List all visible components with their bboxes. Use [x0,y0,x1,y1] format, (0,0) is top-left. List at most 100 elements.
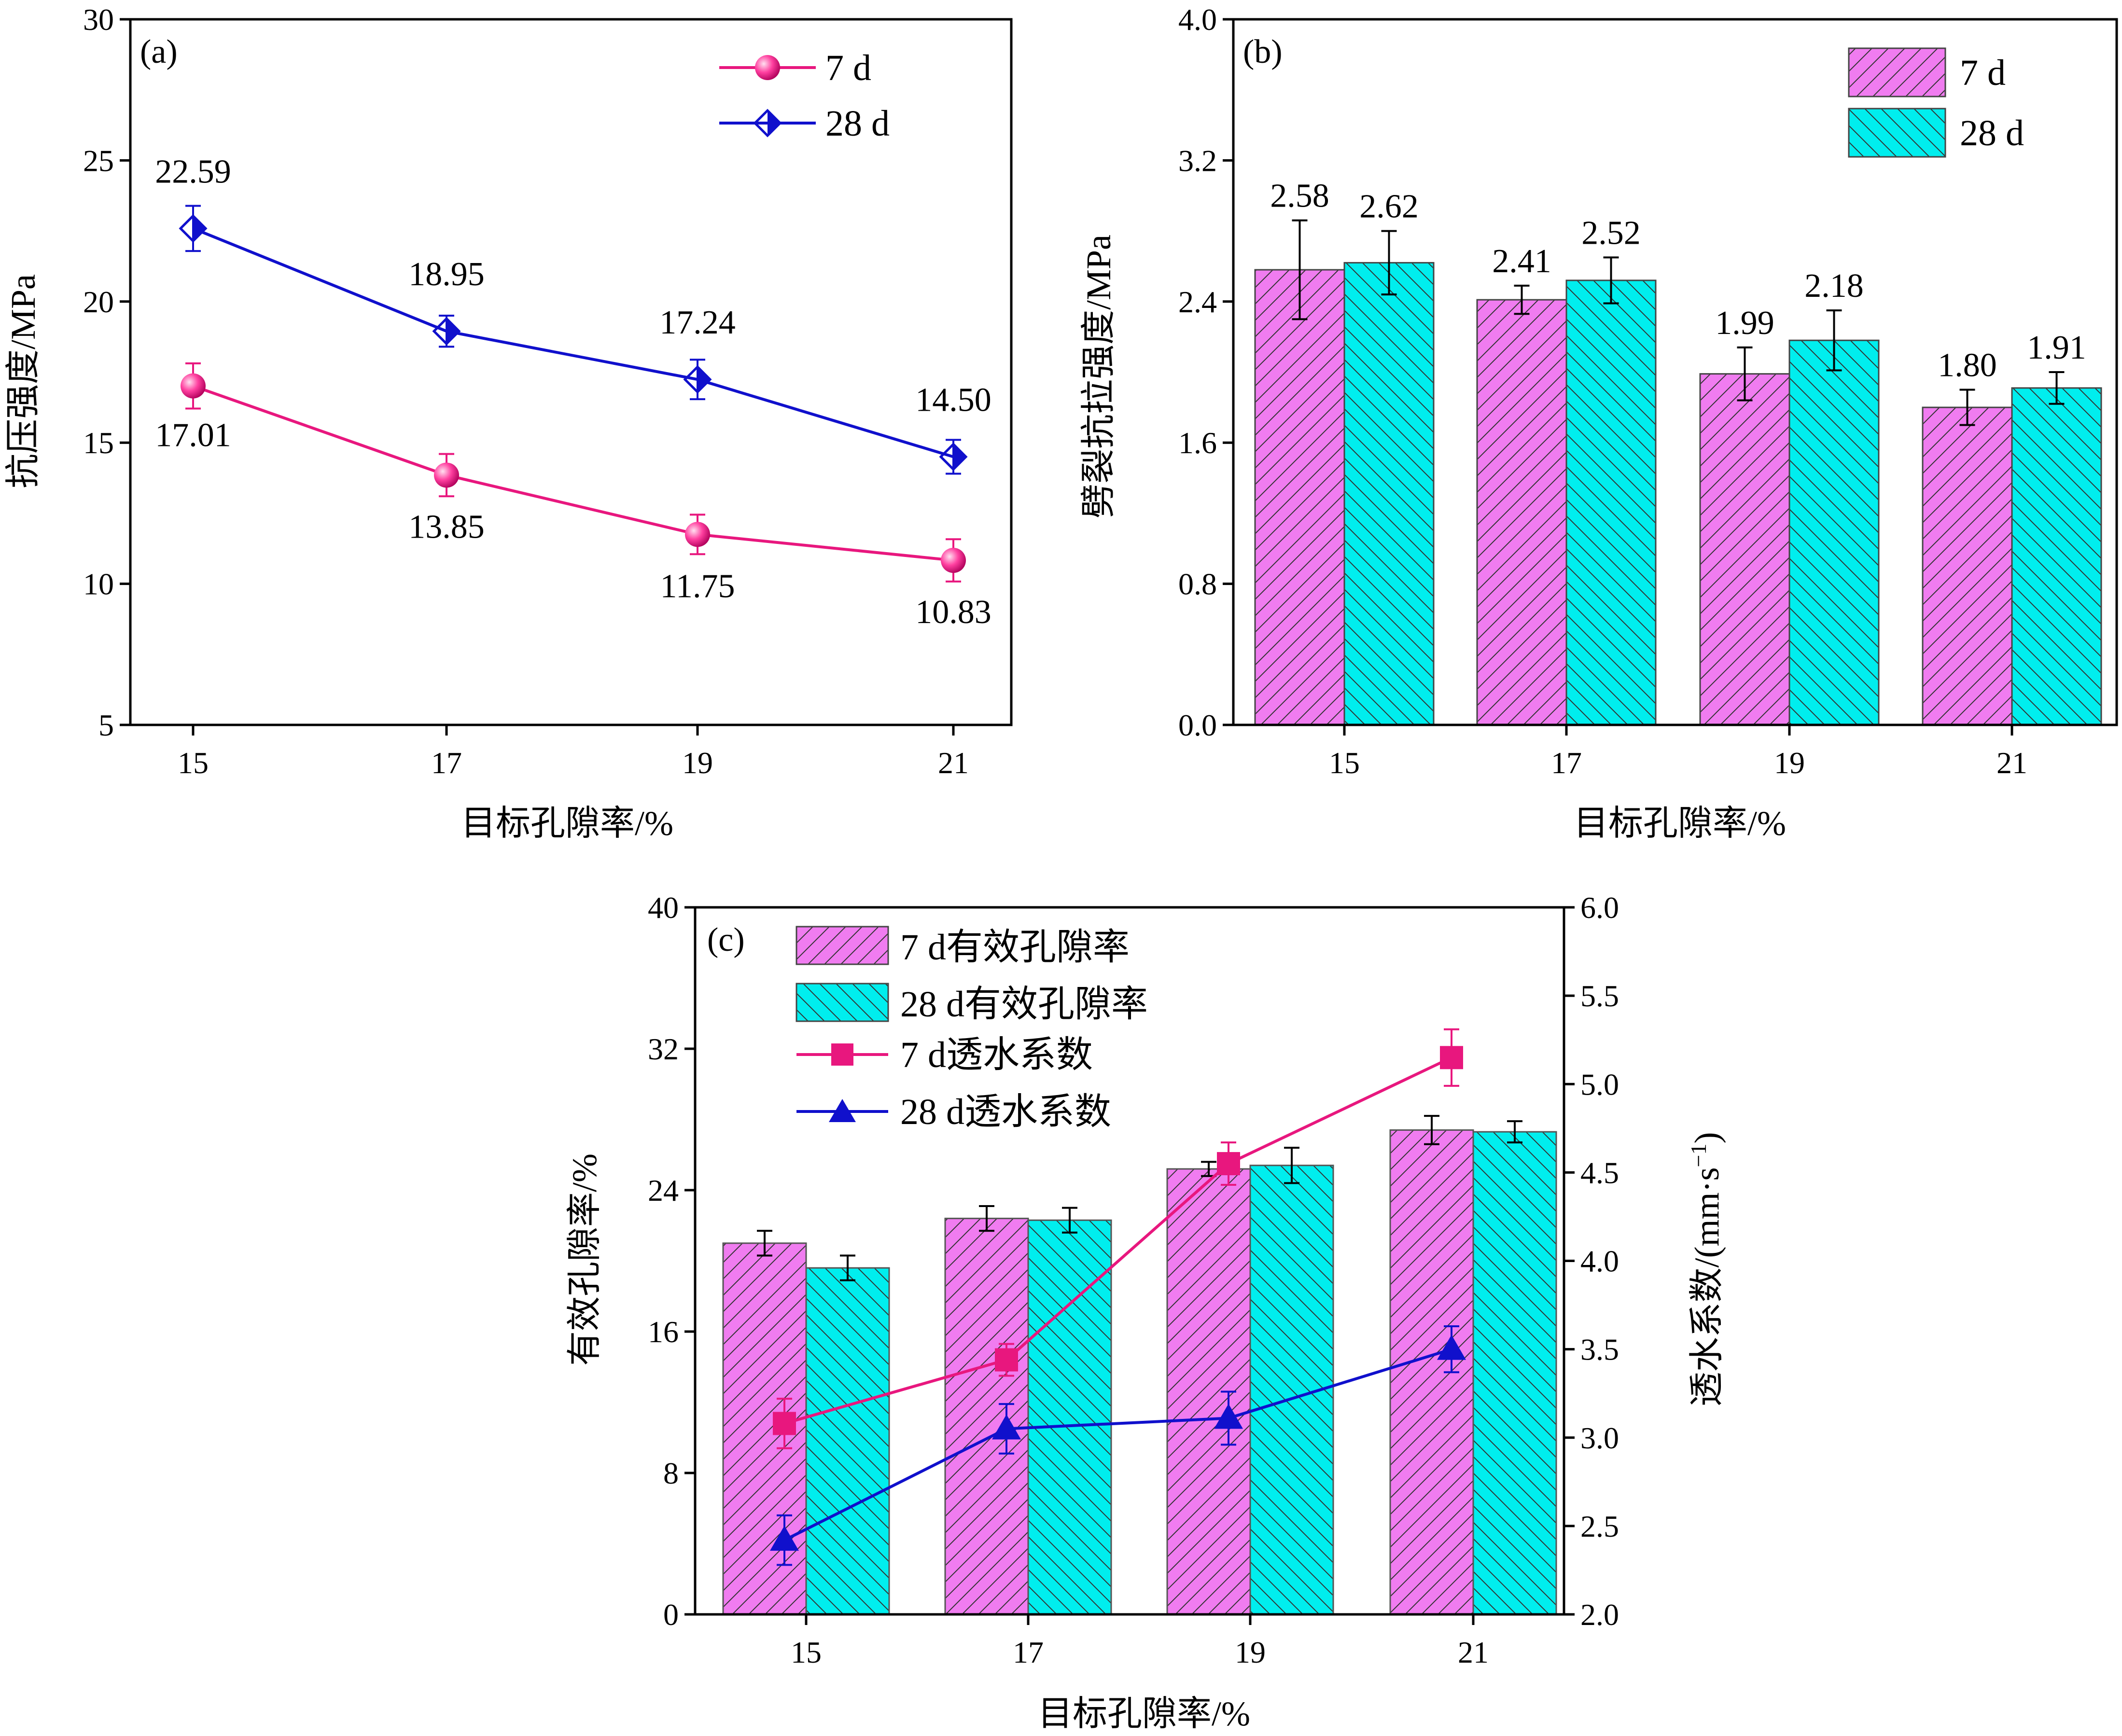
data-point [995,1348,1018,1372]
data-label: 2.62 [1359,188,1419,225]
x-axis-title-a: 目标孔隙率/% [461,804,673,843]
legend-label-28d-porosity: 28 d有效孔隙率 [900,984,1148,1025]
x-axis-c-tick-label: 15 [791,1635,822,1669]
x-axis-a-tick-label: 19 [682,746,713,780]
data-label: 2.58 [1270,178,1329,215]
legend-label-28d-permeability: 28 d透水系数 [900,1092,1111,1132]
legend-b: 7 d 28 d [1848,47,2024,158]
data-point [432,317,461,346]
data-label: 2.18 [1804,267,1864,305]
legend-label-28d: 28 d [825,103,890,144]
panel-label-a: (a) [140,33,178,70]
data-point-outline [683,365,712,394]
data-label: 2.52 [1581,214,1641,251]
data-point-outline [432,317,461,346]
y2-axis-c-tick-label: 4.0 [1580,1244,1619,1278]
y-axis-title-c: 有效孔隙率/% [565,1153,604,1366]
series-line-0 [784,1056,1452,1425]
legend-label-7d-b: 7 d [1960,53,2006,93]
legend-swatch-7d-porosity [796,926,889,965]
series-line-1 [192,227,954,458]
bar [1922,406,2013,726]
legend-label-7d-permeability: 7 d透水系数 [900,1035,1093,1075]
chart-b: (b) 劈裂抗拉强度/MPa 目标孔隙率/% 7 d 28 d 0.0 0.8 1.… [1079,2,2118,843]
bar [1343,262,1435,726]
data-point [941,548,966,573]
y2-axis-c-tick-label: 5.5 [1580,979,1619,1013]
y-axis-c-tick-label: 8 [663,1456,679,1490]
data-point-fill [698,367,710,392]
data-label: 17.01 [155,417,231,454]
plot-frame [1232,18,2118,726]
y2-axis-c-tick-label: 2.5 [1580,1509,1619,1543]
x-axis-b-tick-label: 15 [1329,746,1360,780]
y-axis-a-tick-label: 30 [83,2,114,37]
data-label: 1.91 [2027,329,2086,366]
data-point [1217,1152,1240,1176]
data-label: 22.59 [155,153,231,190]
chart-c: (c) 有效孔隙率/% 透水系数/(mm·s−1) 目标孔隙率/% 7 d有效孔… [565,890,1726,1733]
x-axis-c-tick-label: 19 [1235,1635,1266,1669]
series-line-1 [783,1347,1452,1542]
y-axis-title-b: 劈裂抗拉强度/MPa [1079,235,1118,518]
data-point [1440,1046,1463,1069]
y2-axis-title-c: 透水系数/(mm·s−1) [1686,1132,1726,1407]
y2-axis-c-tick-label: 3.5 [1580,1333,1619,1367]
data-point [992,1414,1021,1440]
data-point [179,214,208,243]
legend-label-7d: 7 d [825,48,871,88]
x-axis-a-tick-label: 17 [431,746,462,780]
y-axis-c-tick-label: 40 [648,890,679,925]
y-axis-c-tick-label: 16 [648,1315,679,1349]
x-axis-b-tick-label: 19 [1774,746,1805,780]
legend-swatch-28d-b [1848,108,1946,158]
bar [1476,299,1567,726]
legend-label-28d-b: 28 d [1960,113,2024,153]
data-label: 10.83 [915,594,991,631]
bar [1254,269,1345,726]
data-label: 18.95 [408,256,485,293]
legend-marker-7d [755,55,780,80]
bar [805,1267,890,1615]
y-axis-a-tick-label: 15 [83,426,114,460]
y2-axis-c-tick-label: 4.5 [1580,1155,1619,1190]
bar [2011,387,2102,726]
data-point-outline [179,214,208,243]
data-label: 17.24 [659,304,736,341]
legend-label-7d-porosity: 7 d有效孔隙率 [900,927,1130,968]
x-axis-c-tick-label: 21 [1458,1635,1489,1669]
data-point [1437,1334,1466,1360]
data-point-fill [193,216,206,241]
y-axis-c-tick-label: 24 [648,1173,679,1208]
data-label: 2.41 [1492,243,1551,280]
y-axis-b-tick-label: 1.6 [1178,426,1217,460]
y-axis-a-tick-label: 5 [98,708,114,742]
bar [1166,1168,1251,1615]
legend-swatch-7d-b [1848,47,1946,97]
y-axis-title-a: 抗压强度/MPa [4,274,42,488]
data-point [685,522,710,547]
y-axis-c-tick-label: 32 [648,1032,679,1066]
y2-axis-c-tick-label: 5.0 [1580,1067,1619,1101]
y-axis-a-tick-label: 20 [83,285,114,319]
y2-axis-c-tick-label: 2.0 [1580,1597,1619,1632]
x-axis-title-c: 目标孔隙率/% [1038,1694,1250,1733]
y2-title-sup: −1 [1686,1144,1711,1167]
legend-c: 7 d有效孔隙率 28 d有效孔隙率 7 d透水系数 28 d透水系数 [796,926,1148,1132]
bar [1389,1129,1474,1615]
x-axis-a-tick-label: 21 [938,746,969,780]
x-axis-b-tick-label: 17 [1551,746,1582,780]
series-line-0 [193,384,954,562]
panel-label-c: (c) [707,921,745,958]
x-axis-title-b: 目标孔隙率/% [1574,804,1786,843]
y-axis-c-tick-label: 0 [663,1597,679,1632]
data-label: 1.80 [1938,347,1997,384]
data-point [770,1526,799,1551]
data-label: 13.85 [408,508,485,545]
y-axis-b-tick-label: 4.0 [1178,2,1217,37]
y2-axis-c-tick-label: 3.0 [1580,1421,1619,1455]
x-axis-c-tick-label: 17 [1013,1635,1044,1669]
legend-marker-7d-permeability [831,1043,853,1066]
data-point [181,373,206,399]
